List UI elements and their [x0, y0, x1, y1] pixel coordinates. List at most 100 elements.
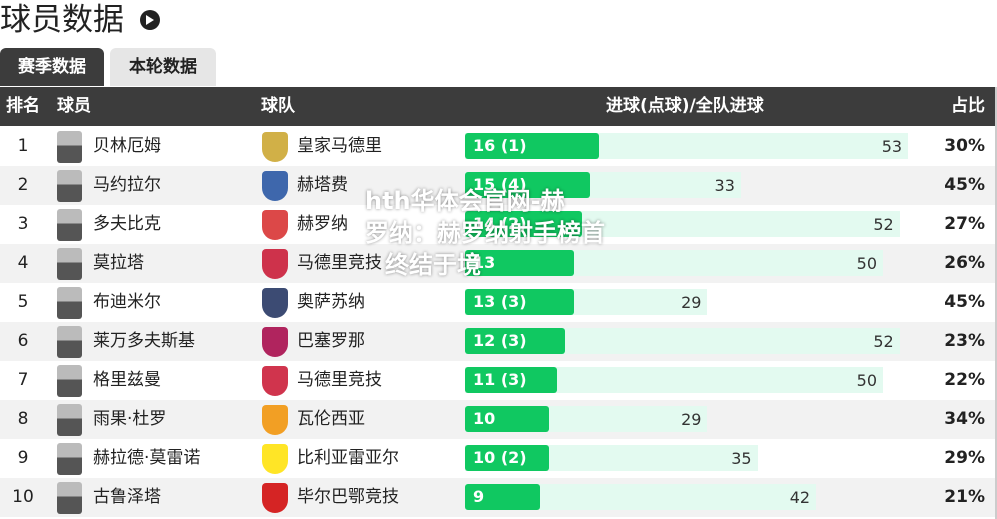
share: 29%: [944, 448, 985, 468]
team-goals: 42: [789, 488, 811, 507]
goals-bar: 13 (3): [465, 289, 574, 315]
goals-bar: 16 (1): [465, 133, 599, 159]
team-name[interactable]: 皇家马德里: [297, 136, 382, 156]
tab[interactable]: 本轮数据: [110, 48, 216, 86]
team-crest: [262, 327, 288, 357]
team-name[interactable]: 奥萨苏纳: [297, 292, 365, 312]
share: 30%: [944, 136, 985, 156]
player-avatar: [57, 365, 82, 397]
share: 45%: [944, 175, 985, 195]
rank: 5: [17, 292, 29, 312]
column-header: 球队: [261, 96, 295, 116]
player-avatar: [57, 443, 82, 475]
team-goals: 29: [681, 410, 702, 429]
team-name[interactable]: 瓦伦西亚: [297, 409, 365, 429]
rank: 6: [17, 331, 29, 351]
team-goals: 52: [873, 332, 894, 351]
table-row: 7 格里兹曼 马德里竞技 50 11 (3) 22%: [0, 361, 995, 400]
goals-bar: 10: [465, 406, 549, 432]
player-name[interactable]: 马约拉尔: [93, 175, 161, 195]
column-header: 排名: [6, 96, 40, 116]
share: 21%: [944, 487, 985, 507]
scroll-edge: [995, 87, 997, 519]
player-avatar: [57, 170, 82, 202]
title-text: 球员数据: [0, 2, 124, 38]
title: 球员数据: [0, 0, 160, 40]
goals-bar: 15 (4): [465, 172, 591, 198]
table-row: 4 莫拉塔 马德里竞技 50 13 26%: [0, 244, 995, 283]
player-name[interactable]: 贝林厄姆: [93, 136, 161, 156]
player-name[interactable]: 格里兹曼: [93, 370, 161, 390]
rank: 7: [17, 370, 29, 390]
rank: 2: [17, 175, 29, 195]
team-crest: [262, 288, 288, 318]
goals-bar: 9: [465, 484, 541, 510]
share: 34%: [944, 409, 985, 429]
player-avatar: [57, 248, 82, 280]
table-row: 8 雨果·杜罗 瓦伦西亚 29 10 34%: [0, 400, 995, 439]
team-goals: 29: [681, 293, 702, 312]
team-crest: [262, 171, 288, 201]
goals-bar: 10 (2): [465, 445, 549, 471]
table-row: 6 莱万多夫斯基 巴塞罗那 52 12 (3) 23%: [0, 322, 995, 361]
goals-bar: 14 (2): [465, 211, 583, 237]
table-row: 5 布迪米尔 奥萨苏纳 29 13 (3) 45%: [0, 283, 995, 322]
team-name[interactable]: 赫塔费: [297, 175, 348, 195]
rank: 9: [17, 448, 29, 468]
player-avatar: [57, 131, 82, 163]
team-crest: [262, 210, 288, 240]
team-crest: [262, 444, 288, 474]
share: 26%: [944, 253, 985, 273]
player-avatar: [57, 404, 82, 436]
player-name[interactable]: 赫拉德·莫雷诺: [93, 448, 201, 468]
share: 45%: [944, 292, 985, 312]
table-header: 排名 球员 球队 进球(点球)/全队进球 占比: [0, 87, 995, 126]
share: 22%: [944, 370, 985, 390]
team-name[interactable]: 比利亚雷亚尔: [297, 448, 399, 468]
team-name[interactable]: 赫罗纳: [297, 214, 348, 234]
table-row: 9 赫拉德·莫雷诺 比利亚雷亚尔 35 10 (2) 29%: [0, 439, 995, 478]
goals-bar: 12 (3): [465, 328, 566, 354]
goals-bar: 13: [465, 250, 574, 276]
table-row: 10 古鲁泽塔 毕尔巴鄂竞技 42 9 21%: [0, 478, 995, 517]
team-goals: 50: [856, 371, 877, 390]
team-name[interactable]: 马德里竞技: [297, 253, 382, 273]
team-crest: [262, 132, 288, 162]
player-avatar: [57, 209, 82, 241]
player-avatar: [57, 287, 82, 319]
arrow-icon[interactable]: [140, 10, 160, 30]
team-name[interactable]: 马德里竞技: [297, 370, 382, 390]
team-name[interactable]: 毕尔巴鄂竞技: [297, 487, 399, 507]
rank: 3: [17, 214, 29, 234]
rank: 1: [17, 136, 29, 156]
player-name[interactable]: 雨果·杜罗: [93, 409, 167, 429]
share: 27%: [944, 214, 985, 234]
team-crest: [262, 483, 288, 513]
team-goals: 53: [881, 137, 903, 156]
tab[interactable]: 赛季数据: [0, 48, 104, 86]
player-name[interactable]: 古鲁泽塔: [93, 487, 161, 507]
table-row: 1 贝林厄姆 皇家马德里 53 16 (1) 30%: [0, 127, 995, 166]
player-name[interactable]: 莱万多夫斯基: [93, 331, 195, 351]
team-crest: [262, 366, 288, 396]
player-avatar: [57, 326, 82, 358]
team-goals: 33: [714, 176, 735, 195]
team-crest: [262, 249, 288, 279]
table-row: 3 多夫比克 赫罗纳 52 14 (2) 27%: [0, 205, 995, 244]
column-header: 球员: [57, 96, 91, 116]
column-header: 占比: [951, 96, 985, 116]
team-goals: 50: [856, 254, 877, 273]
rank: 10: [12, 487, 34, 507]
share: 23%: [944, 331, 985, 351]
goals-bar: 11 (3): [465, 367, 557, 393]
player-avatar: [57, 482, 82, 514]
player-name[interactable]: 莫拉塔: [93, 253, 144, 273]
column-header: 进球(点球)/全队进球: [606, 96, 764, 116]
team-goals: 35: [731, 449, 752, 468]
player-name[interactable]: 布迪米尔: [93, 292, 161, 312]
team-crest: [262, 405, 288, 435]
team-name[interactable]: 巴塞罗那: [297, 331, 365, 351]
table-row: 2 马约拉尔 赫塔费 33 15 (4) 45%: [0, 166, 995, 205]
player-name[interactable]: 多夫比克: [93, 214, 161, 234]
